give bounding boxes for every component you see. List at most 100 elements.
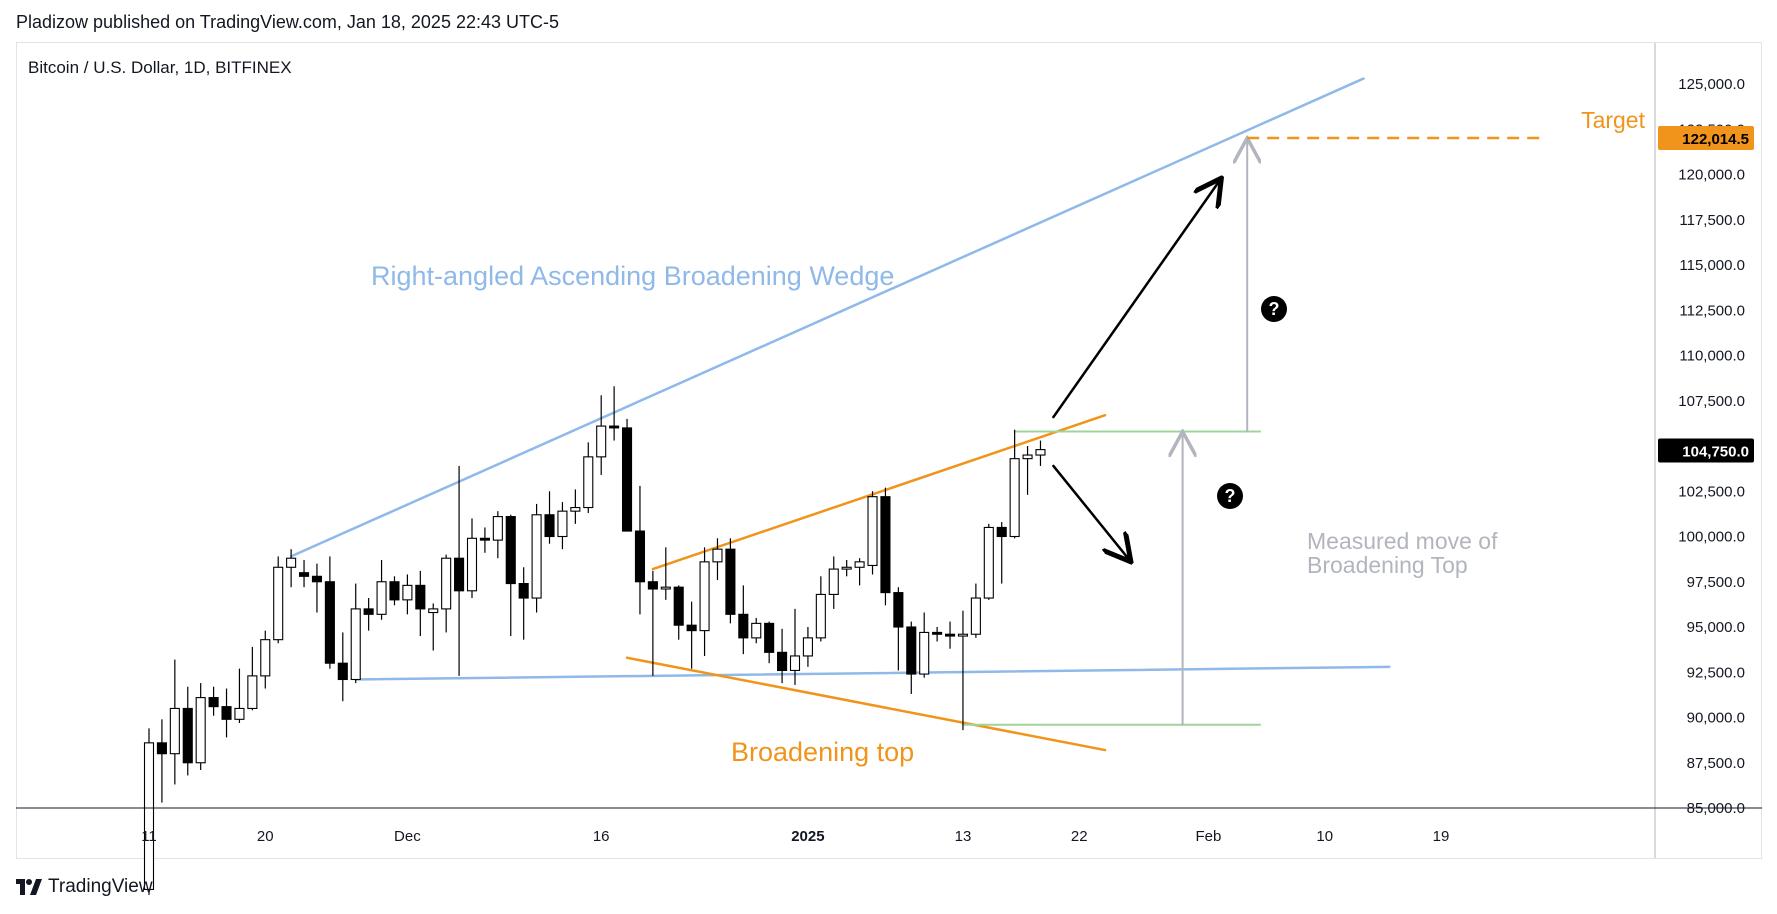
x-tick-label: Feb bbox=[1196, 828, 1222, 845]
candle bbox=[518, 567, 529, 640]
candle-body bbox=[919, 631, 930, 675]
y-tick-label: 92,500.0 bbox=[1687, 664, 1745, 681]
x-tick-label: 16 bbox=[593, 828, 610, 845]
candle-body bbox=[777, 651, 788, 671]
candle bbox=[983, 523, 994, 600]
question-up-icon: ? bbox=[1261, 296, 1287, 322]
candle-body bbox=[479, 537, 490, 541]
tradingview-logo[interactable]: TradingView bbox=[16, 876, 153, 898]
target-price-tag: 122,014.5 bbox=[1658, 126, 1754, 151]
candle-body bbox=[441, 557, 452, 610]
candle bbox=[402, 574, 413, 615]
candle bbox=[867, 491, 878, 575]
candle bbox=[906, 621, 917, 694]
candle bbox=[195, 683, 206, 770]
candle-body bbox=[466, 537, 478, 592]
candle-body bbox=[841, 566, 852, 570]
candle-body bbox=[428, 608, 439, 614]
candle bbox=[751, 617, 762, 644]
candle-body bbox=[1009, 458, 1020, 538]
candle bbox=[957, 610, 969, 731]
candle-body bbox=[1035, 449, 1046, 456]
last-price-tag-text: 104,750.0 bbox=[1682, 444, 1749, 461]
x-tick-label: 11 bbox=[141, 828, 157, 845]
chart-frame bbox=[16, 42, 1762, 859]
candle-body bbox=[828, 568, 839, 595]
candle-body bbox=[583, 456, 594, 509]
candle-body bbox=[531, 514, 542, 599]
question-down-icon: ? bbox=[1217, 483, 1243, 509]
candle bbox=[893, 587, 904, 671]
question-bubble bbox=[1261, 296, 1287, 322]
candle-body bbox=[647, 581, 658, 590]
x-tick-label: 13 bbox=[955, 828, 972, 845]
candle-body bbox=[686, 624, 697, 632]
y-tick-label: 87,500.0 bbox=[1687, 755, 1745, 772]
candle bbox=[738, 585, 749, 655]
tradingview-logo-icon bbox=[16, 879, 42, 895]
broadening-top-lower-line bbox=[625, 656, 1107, 752]
candle-body bbox=[621, 427, 633, 532]
question-bubble bbox=[1217, 483, 1243, 509]
y-tick-label: 125,000.0 bbox=[1678, 76, 1745, 93]
candle bbox=[802, 627, 813, 667]
candle bbox=[712, 538, 723, 580]
candle-body bbox=[764, 622, 775, 653]
candle-body bbox=[802, 637, 813, 657]
candle-body bbox=[596, 425, 607, 458]
candle bbox=[596, 395, 607, 475]
candle-body bbox=[725, 548, 736, 615]
candle-body bbox=[815, 593, 826, 639]
candle-body bbox=[234, 707, 245, 720]
candle bbox=[828, 556, 839, 609]
candle bbox=[415, 570, 426, 637]
candle-body bbox=[273, 566, 284, 641]
candle-body bbox=[156, 742, 167, 755]
candle bbox=[156, 719, 167, 803]
candle bbox=[169, 659, 180, 785]
x-tick-label: 10 bbox=[1316, 828, 1333, 845]
candle bbox=[841, 560, 852, 577]
candle bbox=[337, 632, 348, 702]
candle-body bbox=[789, 655, 801, 671]
candle bbox=[454, 465, 465, 676]
wedge-label: Right-angled Ascending Broadening Wedge bbox=[371, 261, 894, 291]
candle-body bbox=[415, 584, 426, 610]
candle-body bbox=[221, 706, 232, 720]
candle bbox=[1022, 446, 1033, 495]
candle-body bbox=[996, 526, 1007, 538]
candle bbox=[686, 601, 697, 669]
candle bbox=[428, 603, 439, 651]
last-price-tag-background bbox=[1658, 438, 1754, 463]
candle bbox=[880, 487, 891, 606]
candle-body bbox=[311, 575, 323, 583]
y-tick-label: 107,500.0 bbox=[1678, 393, 1745, 410]
candle-body bbox=[350, 608, 361, 681]
candle-body bbox=[751, 622, 762, 639]
candle bbox=[544, 491, 555, 544]
broadening-top-label: Broadening top bbox=[731, 737, 914, 767]
candle bbox=[531, 503, 542, 613]
candle-body bbox=[609, 425, 620, 429]
candle bbox=[557, 502, 568, 550]
candle bbox=[815, 576, 826, 642]
candle bbox=[466, 518, 478, 599]
candle bbox=[854, 558, 865, 586]
candle bbox=[725, 538, 736, 624]
candle-body bbox=[247, 675, 258, 709]
target-label: Target bbox=[1581, 107, 1646, 133]
last-price-tag: 104,750.0 bbox=[1658, 438, 1754, 463]
candle-body bbox=[906, 626, 917, 675]
wedge-upper-trendline bbox=[289, 77, 1365, 558]
candle-body bbox=[337, 662, 348, 681]
candle bbox=[777, 628, 788, 684]
candle bbox=[298, 560, 310, 588]
candle bbox=[324, 556, 335, 669]
candle-body bbox=[402, 584, 413, 601]
candle bbox=[182, 686, 193, 776]
y-tick-label: 117,500.0 bbox=[1679, 212, 1745, 229]
candle bbox=[944, 621, 956, 649]
y-tick-label: 97,500.0 bbox=[1687, 574, 1745, 591]
candle bbox=[260, 630, 271, 689]
